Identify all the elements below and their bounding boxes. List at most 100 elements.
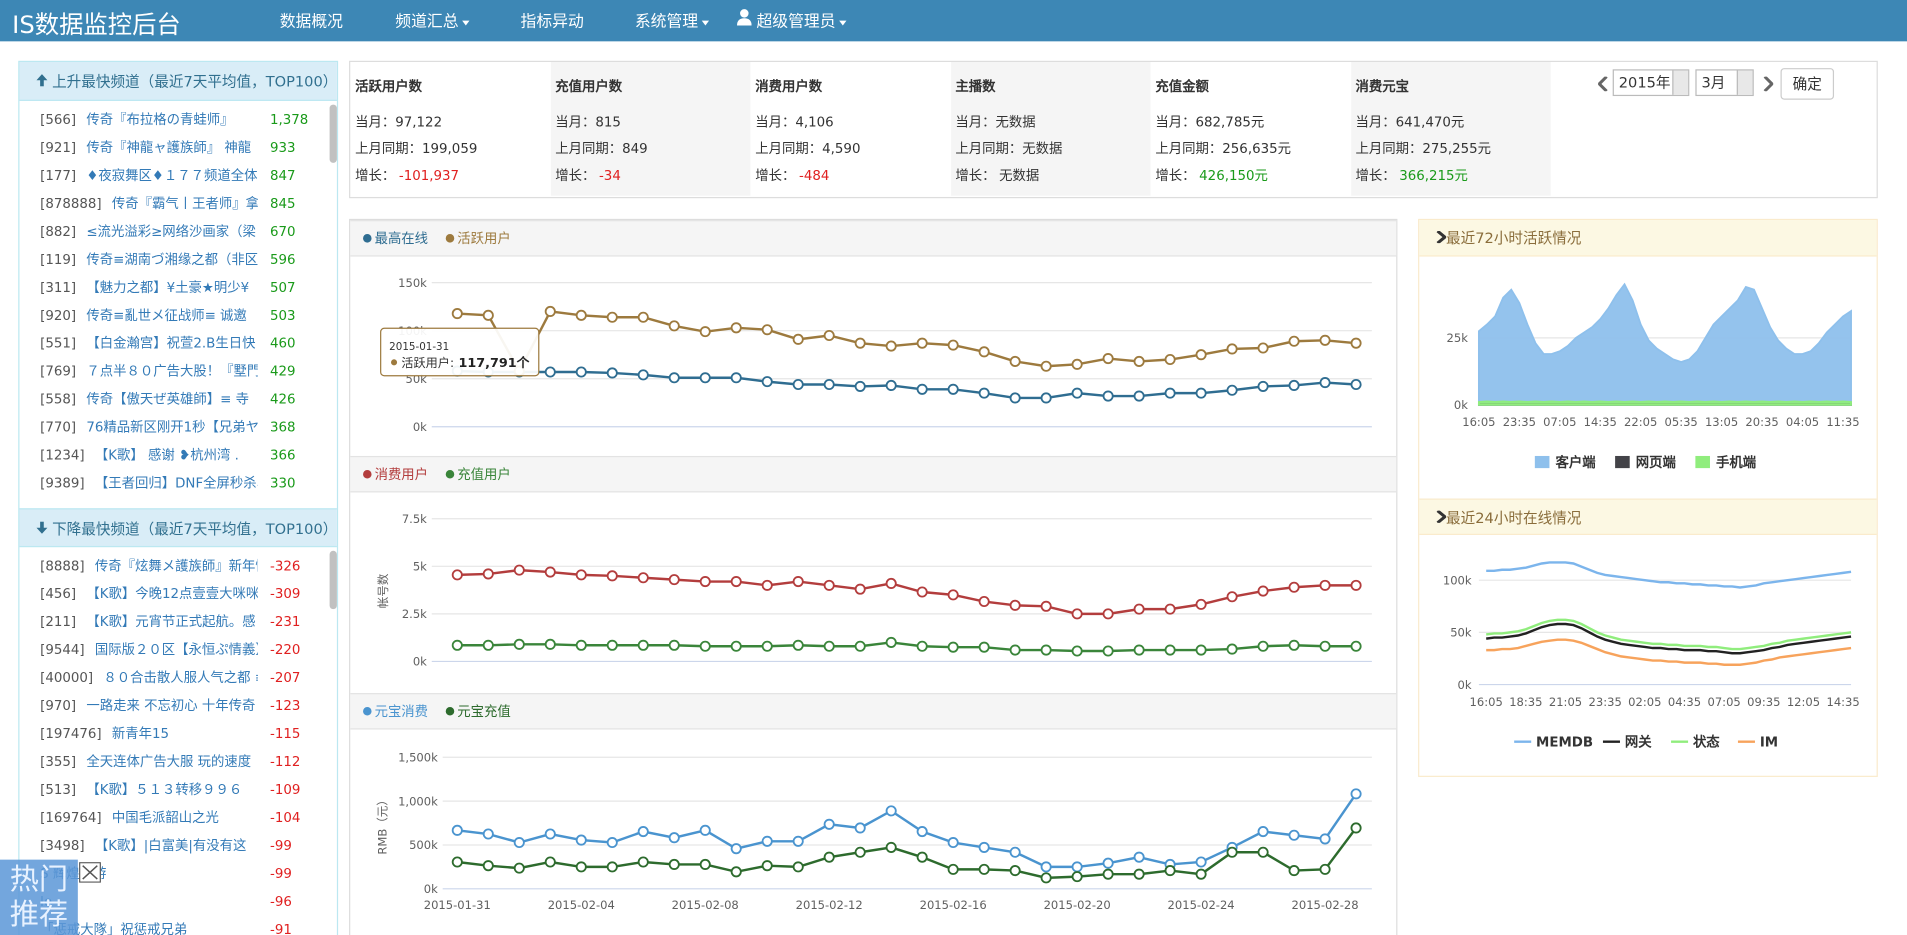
point bbox=[854, 583, 866, 595]
nav-item[interactable]: 系统管理 bbox=[635, 9, 709, 31]
channel-row[interactable]: [8888] 传奇『炫舞メ護族師』新年快 -326 bbox=[19, 552, 323, 580]
point bbox=[916, 586, 928, 598]
falling-header: 下降最快频道（最近7天平均值，TOP100） bbox=[19, 508, 337, 548]
point bbox=[1350, 337, 1362, 349]
down-arrow bbox=[36, 521, 48, 534]
channel-row[interactable]: [169764] 中国毛派韶山之光 -104 bbox=[19, 804, 323, 832]
point bbox=[1288, 639, 1300, 651]
channel-row[interactable]: [311] 【魅力之都】¥土豪★明少¥ 507 bbox=[19, 274, 323, 302]
channel-id: [513] bbox=[40, 781, 77, 798]
x-tick-label: 2015-02-04 bbox=[548, 898, 615, 912]
month-select[interactable]: 3月 bbox=[1695, 69, 1754, 97]
channel-row[interactable]: [878888] 传奇『霸气丨王者师』拿下 845 bbox=[19, 190, 323, 218]
point bbox=[730, 372, 742, 384]
channel-name: 【K歌】元宵节正式起航。感 bbox=[86, 614, 256, 630]
point bbox=[1288, 865, 1300, 877]
point bbox=[1350, 640, 1362, 652]
hot-popup[interactable]: 热门推荐 bbox=[0, 859, 78, 935]
channel-row[interactable]: [551] 【白金瀚宫】祝萱2.B生日快 460 bbox=[19, 330, 323, 358]
channel-row[interactable]: [970] 一路走来 不忘初心 十年传奇 -123 bbox=[19, 692, 323, 720]
nav-item[interactable]: 指标异动 bbox=[520, 13, 584, 32]
channel-row[interactable]: [197476] 新青年15 -115 bbox=[19, 720, 323, 748]
channel-row[interactable]: [9544] 国际版２０区【永恒ぷ情義】 -220 bbox=[19, 636, 323, 664]
nav-item[interactable]: 数据概况 bbox=[279, 13, 343, 32]
navbar: IS数据监控后台 数据概况 频道汇总 指标异动 系统管理 超级管理员 bbox=[0, 0, 1907, 42]
channel-row[interactable]: [177] ♦夜寂舞区♦１７７频道全体 847 bbox=[19, 162, 323, 190]
channel-row[interactable]: [119] 传奇≡湖南づ湘缘之都（非区 596 bbox=[19, 246, 323, 274]
line bbox=[457, 793, 1358, 869]
point bbox=[1319, 833, 1331, 845]
brand[interactable]: IS数据监控后台 bbox=[12, 9, 181, 39]
year-select[interactable]: 2015年 bbox=[1612, 69, 1690, 97]
channel-id: [211] bbox=[40, 614, 77, 630]
tooltip-date: 2015-01-31 bbox=[389, 341, 449, 353]
channel-name: 中国毛派韶山之光 bbox=[111, 809, 219, 826]
channel-row[interactable]: [211] 【K歌】元宵节正式起航。感 -231 bbox=[19, 608, 323, 636]
channel-row[interactable]: [558] 传奇【傲天ぜ英雄師】≡ 寺 426 bbox=[19, 385, 323, 413]
stat-line: 上月同期：199,059 bbox=[355, 139, 477, 158]
point bbox=[1164, 353, 1176, 366]
legend-label: MEMDB bbox=[1536, 736, 1593, 751]
point bbox=[978, 346, 990, 358]
channel-value: -99 bbox=[269, 837, 292, 854]
scrollbar[interactable] bbox=[329, 104, 337, 163]
point bbox=[1350, 822, 1362, 834]
prev-arrow[interactable] bbox=[1598, 76, 1608, 92]
point bbox=[1257, 342, 1269, 354]
channel-row[interactable]: [921] 传奇『神龍ャ護族師』 神龍 933 bbox=[19, 134, 323, 162]
point bbox=[1009, 392, 1021, 404]
point bbox=[668, 832, 680, 844]
channel-row[interactable]: [882] ≤流光溢彩≥网络沙画家（梁 670 bbox=[19, 218, 323, 246]
year: 2015年 bbox=[1618, 74, 1671, 92]
point bbox=[544, 566, 556, 578]
point bbox=[482, 568, 494, 580]
confirm-button[interactable]: 确定 bbox=[1780, 68, 1835, 100]
stat-value: 4,106 bbox=[795, 114, 834, 131]
stat-label: 上月同期： bbox=[1355, 141, 1423, 157]
legend-label: 网关 bbox=[1625, 734, 1652, 751]
stat-value: -484 bbox=[799, 167, 830, 184]
point bbox=[947, 589, 959, 601]
channel-value: 670 bbox=[269, 223, 296, 240]
channel-row[interactable]: [456] 【K歌】今晚12点壹壹大咪咪 -309 bbox=[19, 580, 323, 608]
next-arrow[interactable] bbox=[1763, 76, 1774, 92]
channel-row[interactable]: [3498] 【K歌】|白富美|有没有这 -99 bbox=[19, 832, 323, 860]
channel-name: 76精品新区刚开1秒【兄弟ヤ山 bbox=[86, 419, 258, 436]
legend-swatch bbox=[1615, 455, 1630, 469]
channel-row[interactable]: [9389] 【王者回归】DNF全屏秒杀、 330 bbox=[19, 469, 323, 497]
point bbox=[1226, 384, 1238, 396]
nav-item[interactable]: 超级管理员 bbox=[756, 9, 846, 31]
channel-name: 传奇『炫舞メ護族師』新年快 bbox=[94, 558, 258, 574]
point bbox=[513, 862, 525, 874]
line bbox=[457, 641, 1357, 653]
scrollbar[interactable] bbox=[329, 550, 337, 610]
point bbox=[1257, 380, 1269, 392]
close-button[interactable] bbox=[79, 862, 101, 883]
channel-row[interactable]: [770] 76精品新区刚开1秒【兄弟ヤ山 368 bbox=[19, 413, 323, 441]
point bbox=[823, 329, 835, 342]
channel-row[interactable]: [355] 全天连体广告大服 玩的速度 -112 bbox=[19, 748, 323, 776]
point bbox=[513, 564, 525, 576]
stat-line: 当月：无数据 bbox=[955, 112, 1035, 131]
channel-row[interactable]: [1234] 【K歌】 感谢 ❥杭州湾 . 366 bbox=[19, 441, 323, 469]
date-picker: 2015年 3月 确定 bbox=[1593, 61, 1861, 110]
channel-id: [9544] bbox=[40, 641, 85, 658]
tooltip-name: 活跃用户: bbox=[401, 355, 454, 370]
channel-row[interactable]: [566] 传奇『布拉格の青蛙师』 1,378 bbox=[19, 106, 323, 134]
legend-label: IM bbox=[1760, 736, 1778, 751]
channel-value: -96 bbox=[269, 893, 292, 910]
y-tick-label: 500k bbox=[409, 838, 438, 852]
channel-row[interactable]: [769] ７点半８０广告大股！『墅門 429 bbox=[19, 357, 323, 385]
channel-row[interactable]: [920] 传奇≡亂世メ征战师≡ 诚邀 503 bbox=[19, 302, 323, 330]
point bbox=[544, 856, 556, 868]
channel-name: 【王者回归】DNF全屏秒杀、 bbox=[94, 475, 258, 492]
channel-row[interactable]: [40000] ８０合击散人服人气之都 ≡ -207 bbox=[19, 664, 323, 692]
stat-line: 当月：97,122 bbox=[355, 112, 442, 131]
stat-label: 当月： bbox=[555, 114, 596, 131]
user-icon bbox=[737, 9, 752, 26]
nav-item[interactable]: 频道汇总 bbox=[395, 9, 469, 31]
channel-row[interactable]: [513] 【K歌】５１３转移９９６ -109 bbox=[19, 776, 323, 804]
stat-line: 增长： -484 bbox=[755, 165, 829, 184]
point bbox=[1319, 863, 1331, 875]
